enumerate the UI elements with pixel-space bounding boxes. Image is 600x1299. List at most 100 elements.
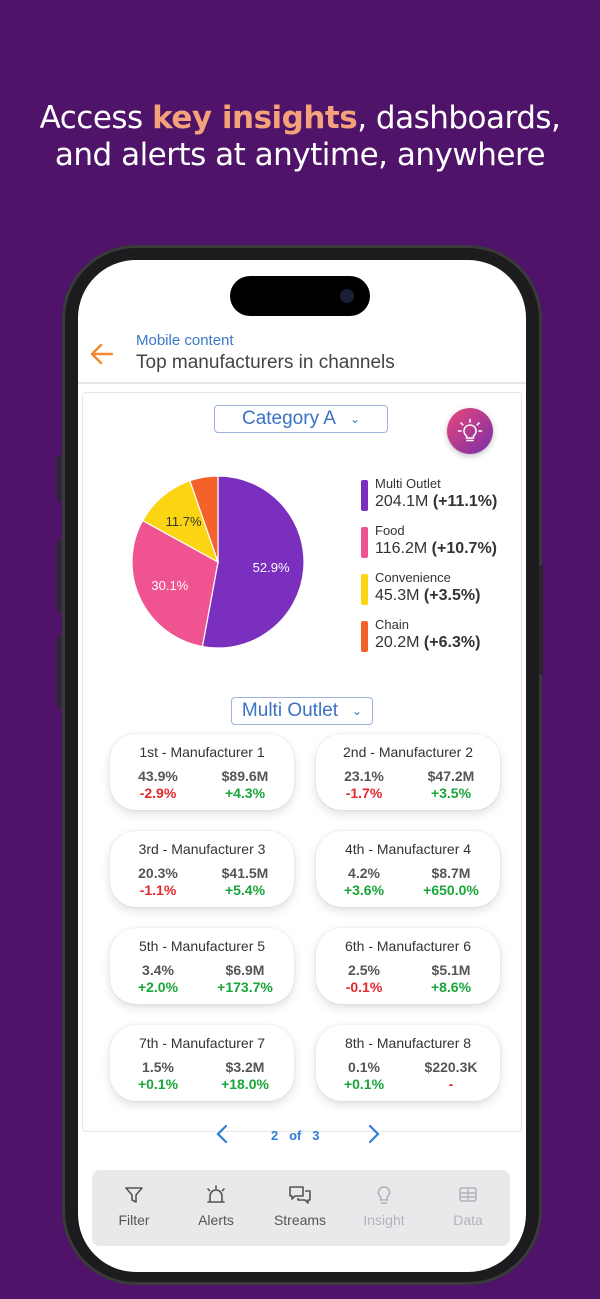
legend-amount: 116.2M	[375, 540, 428, 557]
manufacturer-value-change: -	[448, 1076, 454, 1092]
legend-change: (+11.1%)	[432, 493, 498, 510]
manufacturer-value: $8.7M	[431, 865, 471, 881]
headline-highlight: key insights	[152, 100, 358, 136]
manufacturer-title: 7th - Manufacturer 7	[138, 1035, 266, 1051]
phone-volume-up	[57, 540, 61, 612]
pie-slice-convenience[interactable]	[141, 479, 220, 564]
insight-bulb-button[interactable]	[447, 408, 493, 454]
pie-slice-label: 52.9%	[253, 560, 290, 575]
bulb-icon	[377, 1186, 391, 1204]
nav-insight[interactable]: Insight	[344, 1184, 424, 1228]
nav-streams[interactable]: Streams	[260, 1184, 340, 1228]
pie-slice-label: 11.7%	[166, 514, 202, 529]
header-subtitle: Mobile content	[136, 332, 234, 349]
legend-item: Multi Outlet 204.1M (+11.1%)	[361, 476, 497, 523]
manufacturer-share-change: -2.9%	[139, 785, 177, 801]
channel-dropdown-value: Multi Outlet	[241, 700, 339, 721]
manufacturer-share: 0.1%	[348, 1059, 380, 1075]
manufacturer-title: 1st - Manufacturer 1	[139, 744, 265, 760]
nav-alerts[interactable]: Alerts	[176, 1184, 256, 1228]
nav-filter[interactable]: Filter	[94, 1184, 174, 1228]
pie-slice-multi-outlet[interactable]	[201, 475, 305, 649]
chevron-right-icon[interactable]	[366, 1122, 382, 1146]
manufacturer-share: 20.3%	[138, 865, 178, 881]
pie-slice-label: 30.1%	[151, 578, 188, 593]
manufacturer-share: 1.5%	[142, 1059, 174, 1075]
pie-slice-food[interactable]	[131, 519, 219, 648]
manufacturer-card[interactable]: 8th - Manufacturer 8 0.1% +0.1% $220.3K -	[316, 1025, 500, 1101]
manufacturer-value-change: +650.0%	[423, 882, 479, 898]
manufacturer-title: 5th - Manufacturer 5	[138, 938, 266, 954]
category-dropdown[interactable]: Category A ⌄	[214, 405, 388, 433]
manufacturer-value: $6.9M	[225, 962, 265, 978]
phone-volume-down	[57, 636, 61, 708]
manufacturer-value: $47.2M	[427, 768, 475, 784]
chevron-left-icon[interactable]	[214, 1122, 230, 1146]
page-current: 2	[271, 1128, 279, 1143]
legend-item: Chain 20.2M (+6.3%)	[361, 617, 497, 664]
manufacturer-share: 4.2%	[348, 865, 380, 881]
legend-item: Convenience 45.3M (+3.5%)	[361, 570, 497, 617]
legend-amount: 204.1M	[375, 493, 429, 510]
pie-slice-chain[interactable]	[189, 475, 219, 563]
legend-amount: 20.2M	[375, 634, 420, 651]
pagination: 2 of 3	[78, 1122, 526, 1146]
phone-action-button	[57, 455, 61, 501]
manufacturer-share-change: +2.0%	[137, 979, 179, 995]
nav-label: Alerts	[198, 1212, 234, 1228]
chevron-down-icon: ⌄	[349, 412, 361, 426]
legend-change: (+6.3%)	[423, 634, 481, 651]
manufacturer-share: 2.5%	[348, 962, 380, 978]
legend-swatch	[361, 621, 368, 652]
page-total: 3	[312, 1128, 320, 1143]
manufacturer-card[interactable]: 7th - Manufacturer 7 1.5% +0.1% $3.2M +18.…	[110, 1025, 294, 1101]
manufacturer-share-change: +3.6%	[343, 882, 385, 898]
chat-icon	[289, 1186, 311, 1204]
manufacturer-share-change: -0.1%	[345, 979, 383, 995]
manufacturer-card[interactable]: 4th - Manufacturer 4 4.2% +3.6% $8.7M +650…	[316, 831, 500, 907]
back-arrow-icon[interactable]	[88, 340, 116, 368]
manufacturer-value: $3.2M	[225, 1059, 265, 1075]
page-of: of	[289, 1128, 302, 1143]
camera-icon	[340, 289, 354, 303]
nav-data[interactable]: Data	[428, 1184, 508, 1228]
phone-screen: Mobile content Top manufacturers in chan…	[78, 260, 526, 1272]
manufacturer-title: 8th - Manufacturer 8	[344, 1035, 472, 1051]
table-icon	[459, 1187, 477, 1202]
manufacturer-value-change: +3.5%	[430, 785, 472, 801]
legend-name: Food	[375, 523, 405, 538]
nav-label: Streams	[273, 1212, 327, 1228]
manufacturer-share: 3.4%	[142, 962, 174, 978]
manufacturer-title: 6th - Manufacturer 6	[344, 938, 472, 954]
manufacturer-share-change: -1.1%	[139, 882, 177, 898]
manufacturer-value: $41.5M	[221, 865, 269, 881]
pie-chart: 52.9% 30.1% 11.7%	[131, 475, 305, 649]
manufacturer-card[interactable]: 1st - Manufacturer 1 43.9% -2.9% $89.6M +4…	[110, 734, 294, 810]
legend-change: (+10.7%)	[431, 540, 498, 557]
manufacturer-card[interactable]: 5th - Manufacturer 5 3.4% +2.0% $6.9M +173…	[110, 928, 294, 1004]
manufacturer-title: 2nd - Manufacturer 2	[343, 744, 473, 760]
manufacturer-title: 4th - Manufacturer 4	[344, 841, 472, 857]
app-header: Mobile content Top manufacturers in chan…	[78, 320, 526, 384]
legend-amount: 45.3M	[375, 587, 420, 604]
nav-label: Insight	[363, 1212, 405, 1228]
manufacturer-share: 23.1%	[344, 768, 384, 784]
manufacturer-card[interactable]: 3rd - Manufacturer 3 20.3% -1.1% $41.5M +5…	[110, 831, 294, 907]
manufacturer-share: 43.9%	[138, 768, 178, 784]
manufacturer-card[interactable]: 2nd - Manufacturer 2 23.1% -1.7% $47.2M +3…	[316, 734, 500, 810]
legend-change: (+3.5%)	[423, 587, 481, 604]
manufacturer-value-change: +173.7%	[217, 979, 273, 995]
filter-icon	[125, 1187, 143, 1203]
manufacturer-value-change: +5.4%	[224, 882, 266, 898]
channel-dropdown[interactable]: Multi Outlet ⌄	[231, 697, 373, 725]
category-dropdown-value: Category A	[241, 408, 336, 429]
alert-icon	[207, 1185, 225, 1203]
page-title: Top manufacturers in channels	[136, 352, 395, 373]
manufacturer-value: $220.3K	[424, 1059, 478, 1075]
content-card	[82, 392, 522, 1132]
manufacturer-card[interactable]: 6th - Manufacturer 6 2.5% -0.1% $5.1M +8.6…	[316, 928, 500, 1004]
manufacturer-title: 3rd - Manufacturer 3	[138, 841, 266, 857]
legend-swatch	[361, 574, 368, 605]
legend-name: Chain	[375, 617, 409, 632]
manufacturer-value: $5.1M	[431, 962, 471, 978]
